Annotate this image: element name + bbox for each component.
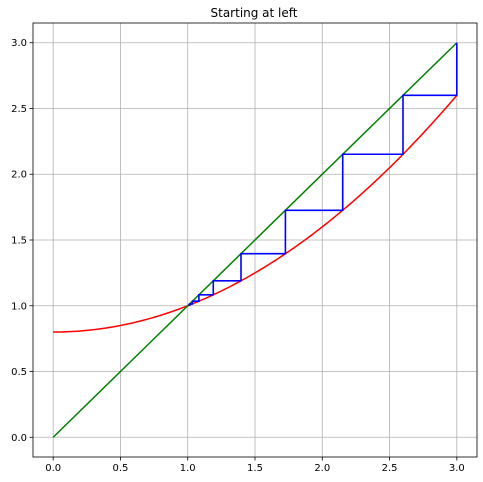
- x-tick-label: 0.5: [113, 463, 129, 474]
- series-layer: [52, 42, 458, 438]
- ticks-layer: 0.0 0.5 1.0 1.5 2.0 2.5 3.0 0.0 0.5 1.0 1.5 2.0 2.5 3…: [11, 38, 465, 474]
- y-tick-label: 1.5: [11, 236, 27, 247]
- y-tick-label: 2.0: [11, 170, 27, 181]
- series-cobweb-blue: [188, 42, 458, 306]
- chart-title: Starting at left: [211, 6, 298, 20]
- series-curve-red: [53, 94, 458, 333]
- x-tick-label: 0.0: [45, 463, 61, 474]
- y-tick-label: 1.0: [11, 301, 27, 312]
- y-tick-label: 2.5: [11, 104, 27, 115]
- x-tick-label: 2.0: [314, 463, 330, 474]
- x-tick-label: 2.5: [382, 463, 398, 474]
- axes-frame: [32, 22, 478, 458]
- y-tick-label: 0.5: [11, 367, 27, 378]
- x-tick-label: 3.0: [449, 463, 465, 474]
- y-tick-label: 3.0: [11, 38, 27, 49]
- series-line-green: [52, 42, 458, 438]
- x-tick-label: 1.0: [180, 463, 196, 474]
- x-tick-label: 1.5: [247, 463, 263, 474]
- y-tick-label: 0.0: [11, 433, 27, 444]
